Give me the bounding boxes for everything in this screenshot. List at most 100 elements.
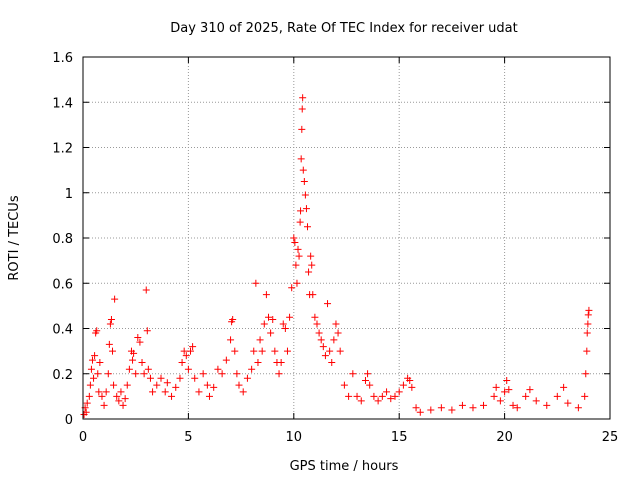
data-point [290, 234, 298, 242]
data-point [88, 356, 96, 364]
data-point [86, 381, 94, 389]
data-point [553, 392, 561, 400]
data-point [271, 347, 279, 355]
data-point [509, 401, 517, 409]
data-point [123, 381, 131, 389]
data-point [583, 347, 591, 355]
data-point [262, 291, 270, 299]
data-point [146, 374, 154, 382]
data-point [94, 370, 102, 378]
data-point [298, 125, 306, 133]
data-point [109, 347, 117, 355]
data-point [501, 388, 509, 396]
data-point [412, 404, 420, 412]
data-point [90, 374, 98, 382]
data-point [469, 404, 477, 412]
data-point [279, 320, 287, 328]
data-point [353, 392, 361, 400]
data-point [480, 401, 488, 409]
data-point [583, 329, 591, 337]
data-point [581, 392, 589, 400]
data-point [91, 352, 99, 360]
data-point [199, 370, 207, 378]
data-point [260, 320, 268, 328]
data-point [560, 383, 568, 391]
data-point [239, 388, 247, 396]
data-point [176, 374, 184, 382]
data-point [492, 383, 500, 391]
data-point [235, 381, 243, 389]
data-point [187, 347, 195, 355]
data-point [399, 381, 407, 389]
data-point [387, 395, 395, 403]
data-point [416, 408, 424, 416]
data-point [87, 365, 95, 373]
data-point [105, 340, 113, 348]
data-point [205, 392, 213, 400]
y-tick-label: 0.4 [52, 323, 73, 338]
data-point [299, 94, 307, 102]
data-point [153, 381, 161, 389]
data-point [326, 347, 334, 355]
data-point [233, 370, 241, 378]
data-point [505, 386, 513, 394]
y-tick-label: 1.4 [52, 96, 73, 111]
data-point [307, 252, 315, 260]
x-tick-label: 5 [184, 430, 192, 445]
data-point [328, 358, 336, 366]
data-point [248, 365, 256, 373]
data-point [143, 327, 151, 335]
data-point [218, 370, 226, 378]
data-point [574, 404, 582, 412]
y-tick-label: 0.8 [52, 232, 73, 247]
data-point [125, 365, 133, 373]
data-point [317, 336, 325, 344]
data-point [252, 279, 260, 287]
y-tick-label: 0.2 [52, 368, 73, 383]
data-point [277, 358, 285, 366]
data-point [85, 392, 93, 400]
y-axis-label: ROTI / TECUs [7, 195, 22, 280]
data-point [265, 313, 273, 321]
data-point [83, 399, 91, 407]
data-point [144, 365, 152, 373]
data-point [458, 401, 466, 409]
data-point [129, 356, 137, 364]
data-point [427, 406, 435, 414]
data-point [324, 300, 332, 308]
data-point [304, 223, 312, 231]
data-point [134, 334, 142, 342]
data-point [513, 404, 521, 412]
axis-ticks [82, 56, 611, 420]
data-point [300, 177, 308, 185]
data-point [584, 311, 592, 319]
data-point [503, 377, 511, 385]
data-point [334, 329, 342, 337]
data-point [582, 370, 590, 378]
data-point [391, 392, 399, 400]
data-point [406, 377, 414, 385]
data-point [107, 315, 115, 323]
data-point [340, 381, 348, 389]
data-point [267, 329, 275, 337]
data-point [291, 239, 299, 247]
data-point [408, 383, 416, 391]
data-point [106, 320, 114, 328]
y-tick-label: 1.2 [52, 142, 73, 157]
data-point [366, 381, 374, 389]
data-point [98, 392, 106, 400]
data-point [275, 370, 283, 378]
data-point [180, 347, 188, 355]
data-point [292, 261, 300, 269]
data-point [308, 261, 316, 269]
data-point [437, 404, 445, 412]
data-point [157, 374, 165, 382]
data-point [138, 358, 146, 366]
data-point [82, 408, 90, 416]
data-point [490, 392, 498, 400]
data-point [168, 392, 176, 400]
y-tick-label: 1.6 [52, 51, 73, 66]
y-tick-label: 1 [65, 187, 73, 202]
data-point [378, 392, 386, 400]
